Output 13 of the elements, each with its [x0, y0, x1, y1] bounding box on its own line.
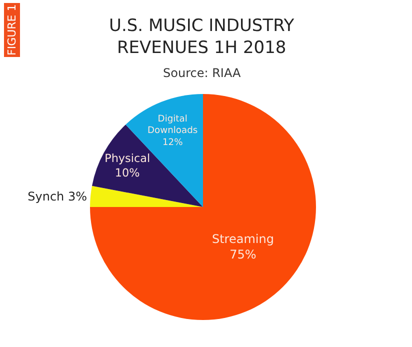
caption: FIGURE 1 — [6, 4, 18, 56]
data-label: 10% — [114, 166, 140, 180]
data-label: 12% — [162, 138, 184, 148]
slice-label: Digital Downloads — [148, 114, 198, 136]
slice-label: Streaming — [212, 232, 274, 246]
pie-slice — [90, 94, 316, 320]
pie-slice — [90, 186, 203, 207]
chart-subtitle: Source: RIAA — [163, 66, 242, 80]
slice-label: Physical — [104, 152, 150, 165]
slice-label: Synch 3% — [28, 189, 87, 204]
pie-slice — [92, 124, 203, 207]
chart-title: U.S. MUSIC INDUSTRY REVENUES 1H 2018 — [109, 16, 295, 58]
data-label: 75% — [230, 248, 256, 262]
